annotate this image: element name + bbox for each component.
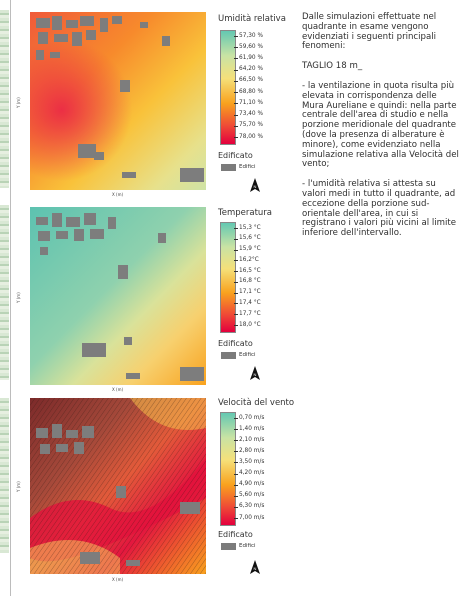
colorbar-tick xyxy=(234,103,238,104)
humidity-y-axis-label: Y (m) xyxy=(16,97,21,108)
svg-text:N: N xyxy=(254,372,257,377)
colorbar-tick xyxy=(234,47,238,48)
colorbar-tick xyxy=(234,36,238,37)
colorbar-tick-label: 16,5 °C xyxy=(239,267,261,274)
temperature-built-label: Edifici xyxy=(239,352,256,358)
colorbar-tick-label: 4,20 m/s xyxy=(239,470,265,477)
colorbar-tick xyxy=(234,451,238,452)
colorbar-tick-label: 2,10 m/s xyxy=(239,436,265,443)
humidity-legend-title: Umidità relativa xyxy=(218,14,286,24)
colorbar-tick xyxy=(234,325,238,326)
temperature-built-title: Edificato xyxy=(218,339,253,348)
colorbar-tick xyxy=(234,473,238,475)
colorbar-tick-label: 68,80 % xyxy=(239,88,263,95)
wind-built-swatch xyxy=(221,543,236,550)
humidity-colorbar xyxy=(220,30,236,145)
colorbar-tick-label: 3,50 m/s xyxy=(239,458,265,465)
colorbar-tick-label: 64,20 % xyxy=(239,66,263,73)
humidity-paragraph: - l'umidità relativa si attesta su valor… xyxy=(302,179,457,239)
colorbar-tick xyxy=(234,260,238,261)
north-arrow-icon: N xyxy=(250,560,260,574)
temperature-colorbar xyxy=(220,222,236,333)
colorbar-tick-label: 15,6 °C xyxy=(239,235,261,242)
north-arrow-icon: N xyxy=(250,178,260,192)
temperature-built-swatch xyxy=(221,352,236,359)
colorbar-tick xyxy=(234,506,238,508)
colorbar-tick-label: 6,30 m/s xyxy=(239,503,265,510)
colorbar-tick xyxy=(234,418,238,419)
colorbar-tick xyxy=(234,303,238,305)
colorbar-tick-label: 17,1 °C xyxy=(239,289,261,296)
adjacent-page-edge xyxy=(0,0,12,596)
temperature-x-axis-label: X (m) xyxy=(112,387,124,392)
humidity-built-swatch xyxy=(221,164,236,171)
colorbar-tick-label: 59,60 % xyxy=(239,43,263,50)
colorbar-tick xyxy=(234,69,238,71)
colorbar-tick-label: 73,40 % xyxy=(239,111,263,118)
colorbar-tick-label: 15,3 °C xyxy=(239,224,261,231)
wind-built-label: Edifici xyxy=(239,543,256,549)
svg-text:N: N xyxy=(254,566,257,571)
wind-map xyxy=(30,398,206,574)
colorbar-tick-label: 15,9 °C xyxy=(239,246,261,253)
temperature-legend-title: Temperatura xyxy=(218,208,273,218)
colorbar-tick xyxy=(234,440,238,441)
wind-legend-title: Velocità del vento xyxy=(218,398,295,408)
colorbar-tick xyxy=(234,92,238,93)
colorbar-tick xyxy=(234,462,238,464)
wind-y-axis-label: Y (m) xyxy=(16,481,21,492)
colorbar-tick xyxy=(234,58,238,60)
colorbar-tick-label: 7,00 m/s xyxy=(239,514,265,521)
wind-x-axis-label: X (m) xyxy=(112,577,124,582)
wind-built-title: Edificato xyxy=(218,530,253,539)
svg-text:N: N xyxy=(254,184,257,189)
intro-paragraph: Dalle simulazioni effettuate nel quadran… xyxy=(302,12,437,52)
humidity-x-axis-label: X (m) xyxy=(112,192,124,197)
colorbar-tick-label: 5,60 m/s xyxy=(239,492,265,499)
colorbar-tick xyxy=(234,125,238,127)
colorbar-tick-label: 1,40 m/s xyxy=(239,425,265,432)
description-text: Dalle simulazioni effettuate nel quadran… xyxy=(302,12,460,249)
colorbar-tick xyxy=(234,238,238,240)
colorbar-tick-label: 61,90 % xyxy=(239,54,263,61)
wind-colorbar xyxy=(220,412,236,526)
colorbar-tick xyxy=(234,495,238,497)
colorbar-tick xyxy=(234,429,238,430)
colorbar-tick xyxy=(234,281,238,283)
cut-height-label: TAGLIO 18 m_ xyxy=(302,61,363,72)
colorbar-tick-label: 18,0 °C xyxy=(239,321,261,328)
colorbar-tick-label: 4,90 m/s xyxy=(239,481,265,488)
colorbar-tick xyxy=(234,271,238,272)
colorbar-tick xyxy=(234,518,238,519)
colorbar-tick xyxy=(234,292,238,294)
humidity-map xyxy=(30,12,206,190)
colorbar-tick xyxy=(234,114,238,116)
humidity-built-title: Edificato xyxy=(218,151,253,160)
colorbar-tick-label: 17,4 °C xyxy=(239,299,261,306)
colorbar-tick-label: 57,30 % xyxy=(239,32,263,39)
temperature-map xyxy=(30,207,206,385)
colorbar-tick-label: 2,80 m/s xyxy=(239,447,265,454)
temperature-y-axis-label: Y (m) xyxy=(16,292,21,303)
colorbar-tick-label: 17,7 °C xyxy=(239,310,261,317)
colorbar-tick xyxy=(234,314,238,315)
humidity-built-label: Edifici xyxy=(239,164,256,170)
colorbar-tick xyxy=(234,228,238,229)
colorbar-tick xyxy=(234,137,238,138)
colorbar-tick-label: 0,70 m/s xyxy=(239,414,265,421)
colorbar-tick-label: 66,50 % xyxy=(239,77,263,84)
colorbar-tick xyxy=(234,484,238,486)
colorbar-tick-label: 16,8 °C xyxy=(239,278,261,285)
colorbar-tick-label: 16,2°C xyxy=(239,256,259,263)
north-arrow-icon: N xyxy=(250,366,260,380)
colorbar-tick xyxy=(234,249,238,251)
colorbar-tick xyxy=(234,80,238,82)
colorbar-tick-label: 75,70 % xyxy=(239,122,263,129)
colorbar-tick-label: 71,10 % xyxy=(239,99,263,106)
ventilation-paragraph: - la ventilazione in quota risulta più e… xyxy=(302,80,459,170)
colorbar-tick-label: 78,00 % xyxy=(239,133,263,140)
